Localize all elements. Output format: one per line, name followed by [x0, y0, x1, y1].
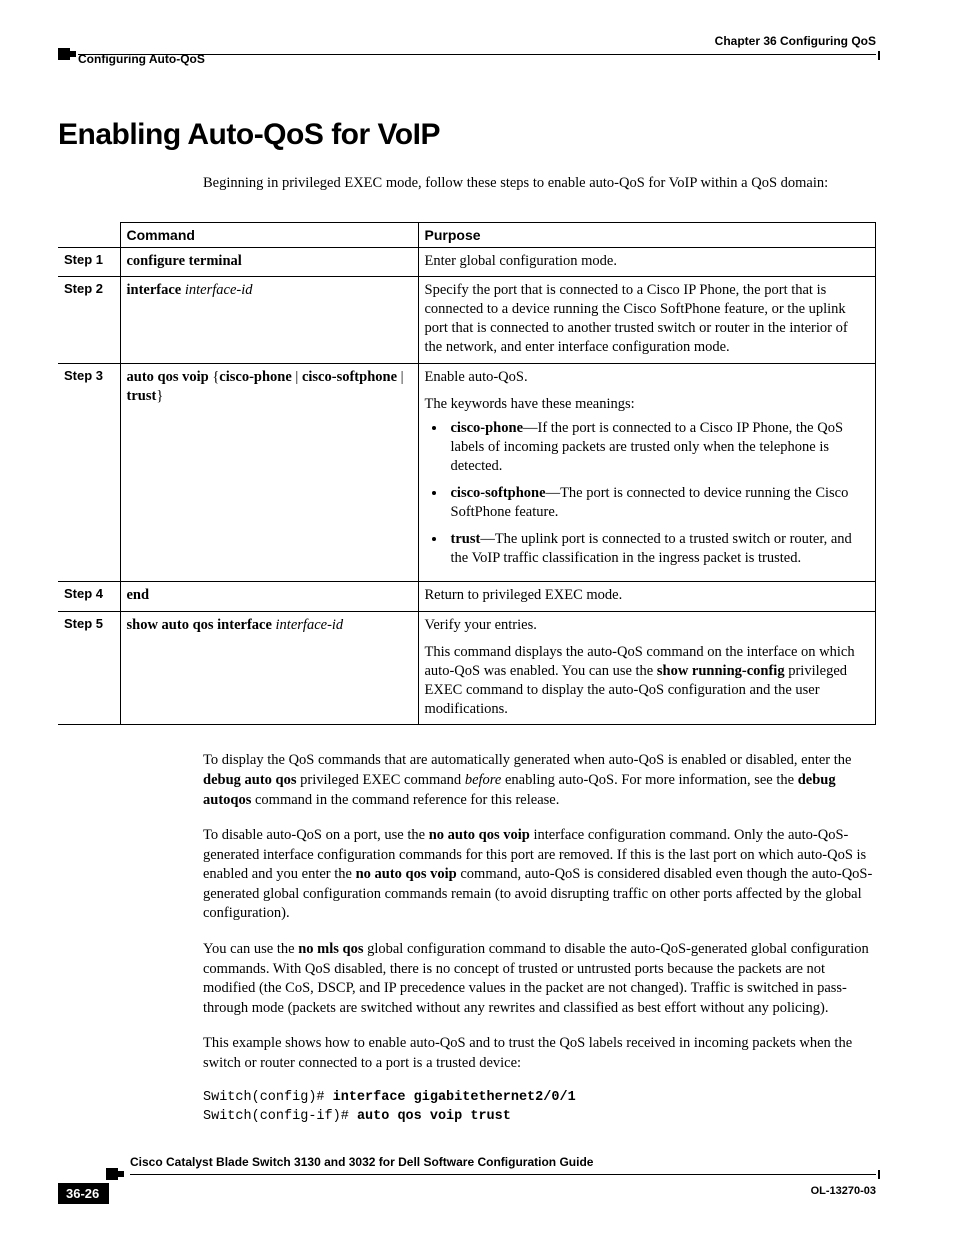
step-label: Step 2 — [58, 277, 120, 363]
command-cell: auto qos voip {cisco-phone | cisco-softp… — [120, 363, 418, 582]
command-cell: configure terminal — [120, 247, 418, 277]
purpose-header: Purpose — [418, 222, 876, 247]
page-number-badge: 36-26 — [58, 1183, 109, 1204]
table-row: Step 2 interface interface-id Specify th… — [58, 277, 876, 363]
table-row: Step 5 show auto qos interface interface… — [58, 612, 876, 725]
step-label: Step 1 — [58, 247, 120, 277]
page-footer: Cisco Catalyst Blade Switch 3130 and 303… — [58, 1165, 876, 1211]
purpose-cell: Specify the port that is connected to a … — [418, 277, 876, 363]
table-row: Step 4 end Return to privileged EXEC mod… — [58, 582, 876, 612]
command-cell: end — [120, 582, 418, 612]
section-label: Configuring Auto-QoS — [78, 52, 205, 66]
command-cell: interface interface-id — [120, 277, 418, 363]
chapter-reference: Chapter 36 Configuring QoS — [715, 34, 876, 48]
page: Chapter 36 Configuring QoS Configuring A… — [0, 0, 954, 1235]
paragraph: To disable auto-QoS on a port, use the n… — [203, 826, 876, 924]
code-block: Switch(config)# interface gigabitetherne… — [203, 1089, 876, 1125]
step-label: Step 5 — [58, 612, 120, 725]
paragraph: This example shows how to enable auto-Qo… — [203, 1034, 876, 1073]
blank-header — [58, 222, 120, 247]
table-header-row: Command Purpose — [58, 222, 876, 247]
purpose-cell: Enable auto-QoS. The keywords have these… — [418, 363, 876, 582]
steps-table: Command Purpose Step 1 configure termina… — [58, 222, 876, 726]
list-item: cisco-softphone—The port is connected to… — [447, 484, 870, 522]
command-header: Command — [120, 222, 418, 247]
page-title: Enabling Auto-QoS for VoIP — [58, 118, 876, 152]
step-label: Step 3 — [58, 363, 120, 582]
running-header: Chapter 36 Configuring QoS — [58, 34, 876, 48]
footer-marker-icon — [106, 1168, 118, 1180]
command-cell: show auto qos interface interface-id — [120, 612, 418, 725]
document-code: OL-13270-03 — [811, 1185, 876, 1197]
purpose-cell: Enter global configuration mode. — [418, 247, 876, 277]
step-label: Step 4 — [58, 582, 120, 612]
purpose-cell: Return to privileged EXEC mode. — [418, 582, 876, 612]
purpose-cell: Verify your entries. This command displa… — [418, 612, 876, 725]
intro-paragraph: Beginning in privileged EXEC mode, follo… — [203, 174, 876, 194]
table-row: Step 1 configure terminal Enter global c… — [58, 247, 876, 277]
list-item: cisco-phone—If the port is connected to … — [447, 419, 870, 476]
paragraph: To display the QoS commands that are aut… — [203, 751, 876, 810]
footer-doc-title: Cisco Catalyst Blade Switch 3130 and 303… — [130, 1155, 593, 1169]
body-paragraphs: To display the QoS commands that are aut… — [203, 751, 876, 1125]
keyword-list: cisco-phone—If the port is connected to … — [425, 419, 870, 567]
table-row: Step 3 auto qos voip {cisco-phone | cisc… — [58, 363, 876, 582]
header-marker-icon — [58, 48, 70, 60]
paragraph: You can use the no mls qos global config… — [203, 940, 876, 1018]
list-item: trust—The uplink port is connected to a … — [447, 530, 870, 568]
